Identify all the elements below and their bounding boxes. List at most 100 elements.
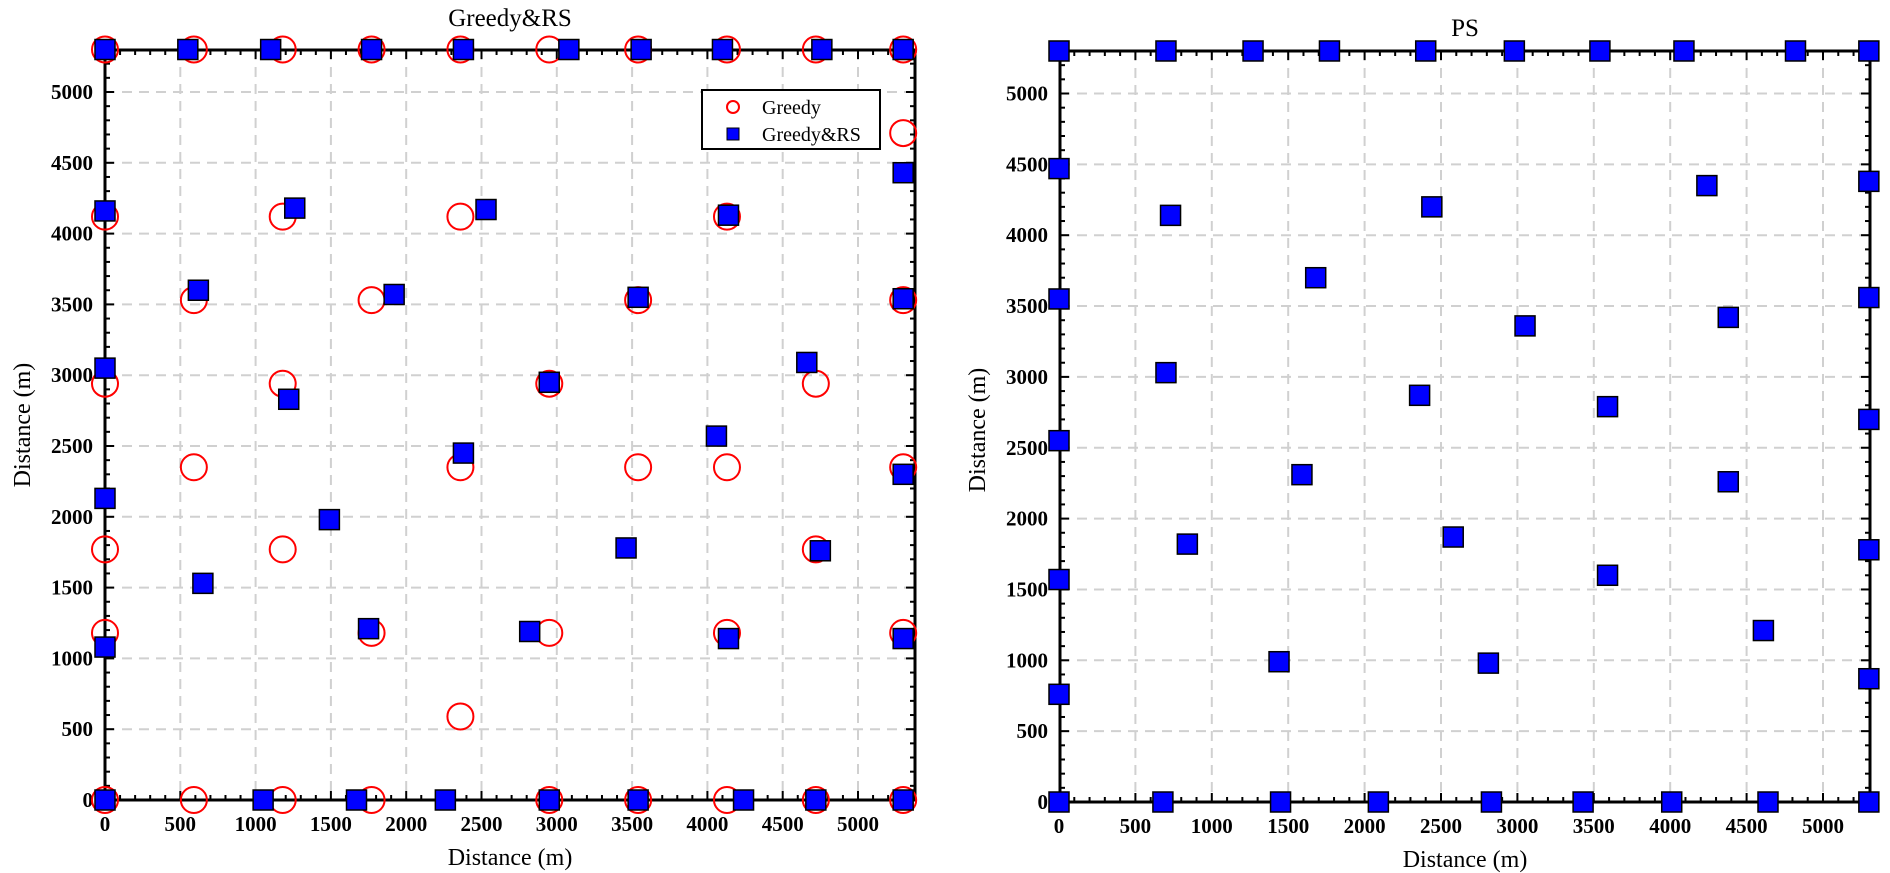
square-point: [1858, 408, 1880, 431]
y-tick-label: 2500: [51, 434, 93, 458]
y-tick-label: 4500: [51, 151, 93, 175]
ps-panel: 0 500 1000 1500 2000 2500 3000 3500 4000 4500 5000…: [965, 15, 1880, 873]
chart-title: Greedy&RS: [448, 5, 572, 32]
square-point: [252, 789, 274, 811]
square-point: [1048, 429, 1070, 452]
square-point: [1503, 40, 1526, 62]
y-tick-label: 0: [1038, 790, 1049, 814]
y-tick-label: 4500: [1006, 152, 1048, 176]
x-tick-label: 0: [1054, 814, 1065, 838]
square-point: [1269, 791, 1292, 813]
square-point: [732, 789, 755, 811]
greedy-point: [446, 202, 475, 231]
y-tick-label: 1500: [51, 576, 93, 600]
square-point: [1291, 463, 1313, 486]
y-tick-label: 3000: [1006, 365, 1048, 389]
square-point: [1408, 384, 1431, 407]
square-point: [360, 38, 383, 61]
x-axis-label: Distance (m): [448, 845, 573, 871]
x-tick-label: 2500: [461, 812, 503, 836]
square-point: [1752, 619, 1775, 642]
greedy-rs-panel: 0 500 1000 1500 2000 2500 3000 3500 4000 4500 5000…: [10, 5, 918, 871]
square-point: [705, 425, 728, 447]
x-tick-label: 2000: [1344, 814, 1386, 838]
square-point: [1858, 667, 1880, 690]
y-tick-label: 2000: [51, 505, 93, 529]
x-tick-label: 0: [100, 812, 111, 836]
greedy-point: [624, 453, 653, 482]
square-point: [1660, 791, 1683, 813]
square-point: [558, 38, 580, 61]
square-point: [1155, 40, 1177, 62]
square-point: [1673, 40, 1695, 62]
y-tick-label: 2500: [1006, 436, 1048, 460]
square-point: [892, 38, 914, 61]
square-point: [892, 789, 914, 811]
x-tick-label: 1000: [235, 812, 277, 836]
x-tick-label: 3000: [1496, 814, 1538, 838]
square-point: [630, 38, 652, 61]
y-tick-label: 0: [83, 788, 94, 812]
square-point: [259, 38, 282, 61]
square-point: [177, 38, 199, 61]
square-point: [1858, 791, 1880, 813]
greedy-point: [889, 119, 918, 148]
x-tick-label: 4500: [1726, 814, 1768, 838]
square-point: [187, 279, 210, 301]
square-point: [345, 789, 368, 811]
greedy-point: [535, 369, 564, 398]
square-point: [1367, 791, 1390, 813]
square-point: [357, 617, 380, 640]
legend-label: Greedy&RS: [762, 124, 861, 146]
square-point: [318, 508, 341, 531]
greedy-point: [889, 35, 918, 64]
y-tick-label: 1000: [1006, 648, 1048, 672]
greedy-point: [889, 286, 918, 315]
greedy-point: [91, 535, 119, 564]
greedy-point: [712, 453, 741, 482]
square-point: [94, 636, 116, 658]
square-point: [1268, 650, 1290, 673]
x-tick-label: 4000: [686, 812, 728, 836]
square-point: [892, 287, 914, 310]
square-point: [1421, 196, 1443, 218]
square-point: [1477, 652, 1500, 674]
square-point: [94, 38, 116, 61]
x-tick-label: 3500: [611, 812, 653, 836]
square-point: [1717, 471, 1740, 493]
greedy-point: [624, 786, 653, 814]
square-point: [1717, 306, 1740, 329]
square-point: [615, 537, 637, 559]
x-tick-label: 3000: [536, 812, 578, 836]
x-tick-label: 2000: [385, 812, 427, 836]
square-point: [627, 286, 649, 309]
greedy-point: [889, 786, 918, 814]
x-tick-label: 1500: [1267, 814, 1309, 838]
square-point: [1572, 791, 1594, 813]
x-tick-label: 4500: [762, 812, 804, 836]
square-point: [434, 789, 457, 811]
square-point: [452, 442, 475, 464]
square-point: [1176, 533, 1199, 555]
square-point: [1048, 288, 1070, 310]
greedy-point: [268, 535, 297, 564]
greedy-point: [535, 786, 564, 814]
greedy-point: [179, 453, 208, 482]
x-tick-label: 500: [165, 812, 197, 836]
square-point: [94, 357, 116, 379]
square-point: [1152, 791, 1174, 813]
square-point: [1596, 564, 1619, 587]
grid: [105, 50, 915, 800]
series: [94, 38, 914, 811]
square-point: [717, 627, 740, 650]
square-point: [94, 487, 116, 510]
y-tick-label: 5000: [1006, 82, 1048, 106]
x-tick-label: 5000: [1802, 814, 1844, 838]
y-axis-label: Distance (m): [10, 363, 36, 488]
square-point: [809, 540, 832, 562]
x-tick-label: 5000: [837, 812, 879, 836]
greedy-point: [801, 369, 830, 398]
y-tick-label: 5000: [51, 80, 93, 104]
square-point: [711, 38, 734, 61]
square-point: [1159, 204, 1182, 227]
